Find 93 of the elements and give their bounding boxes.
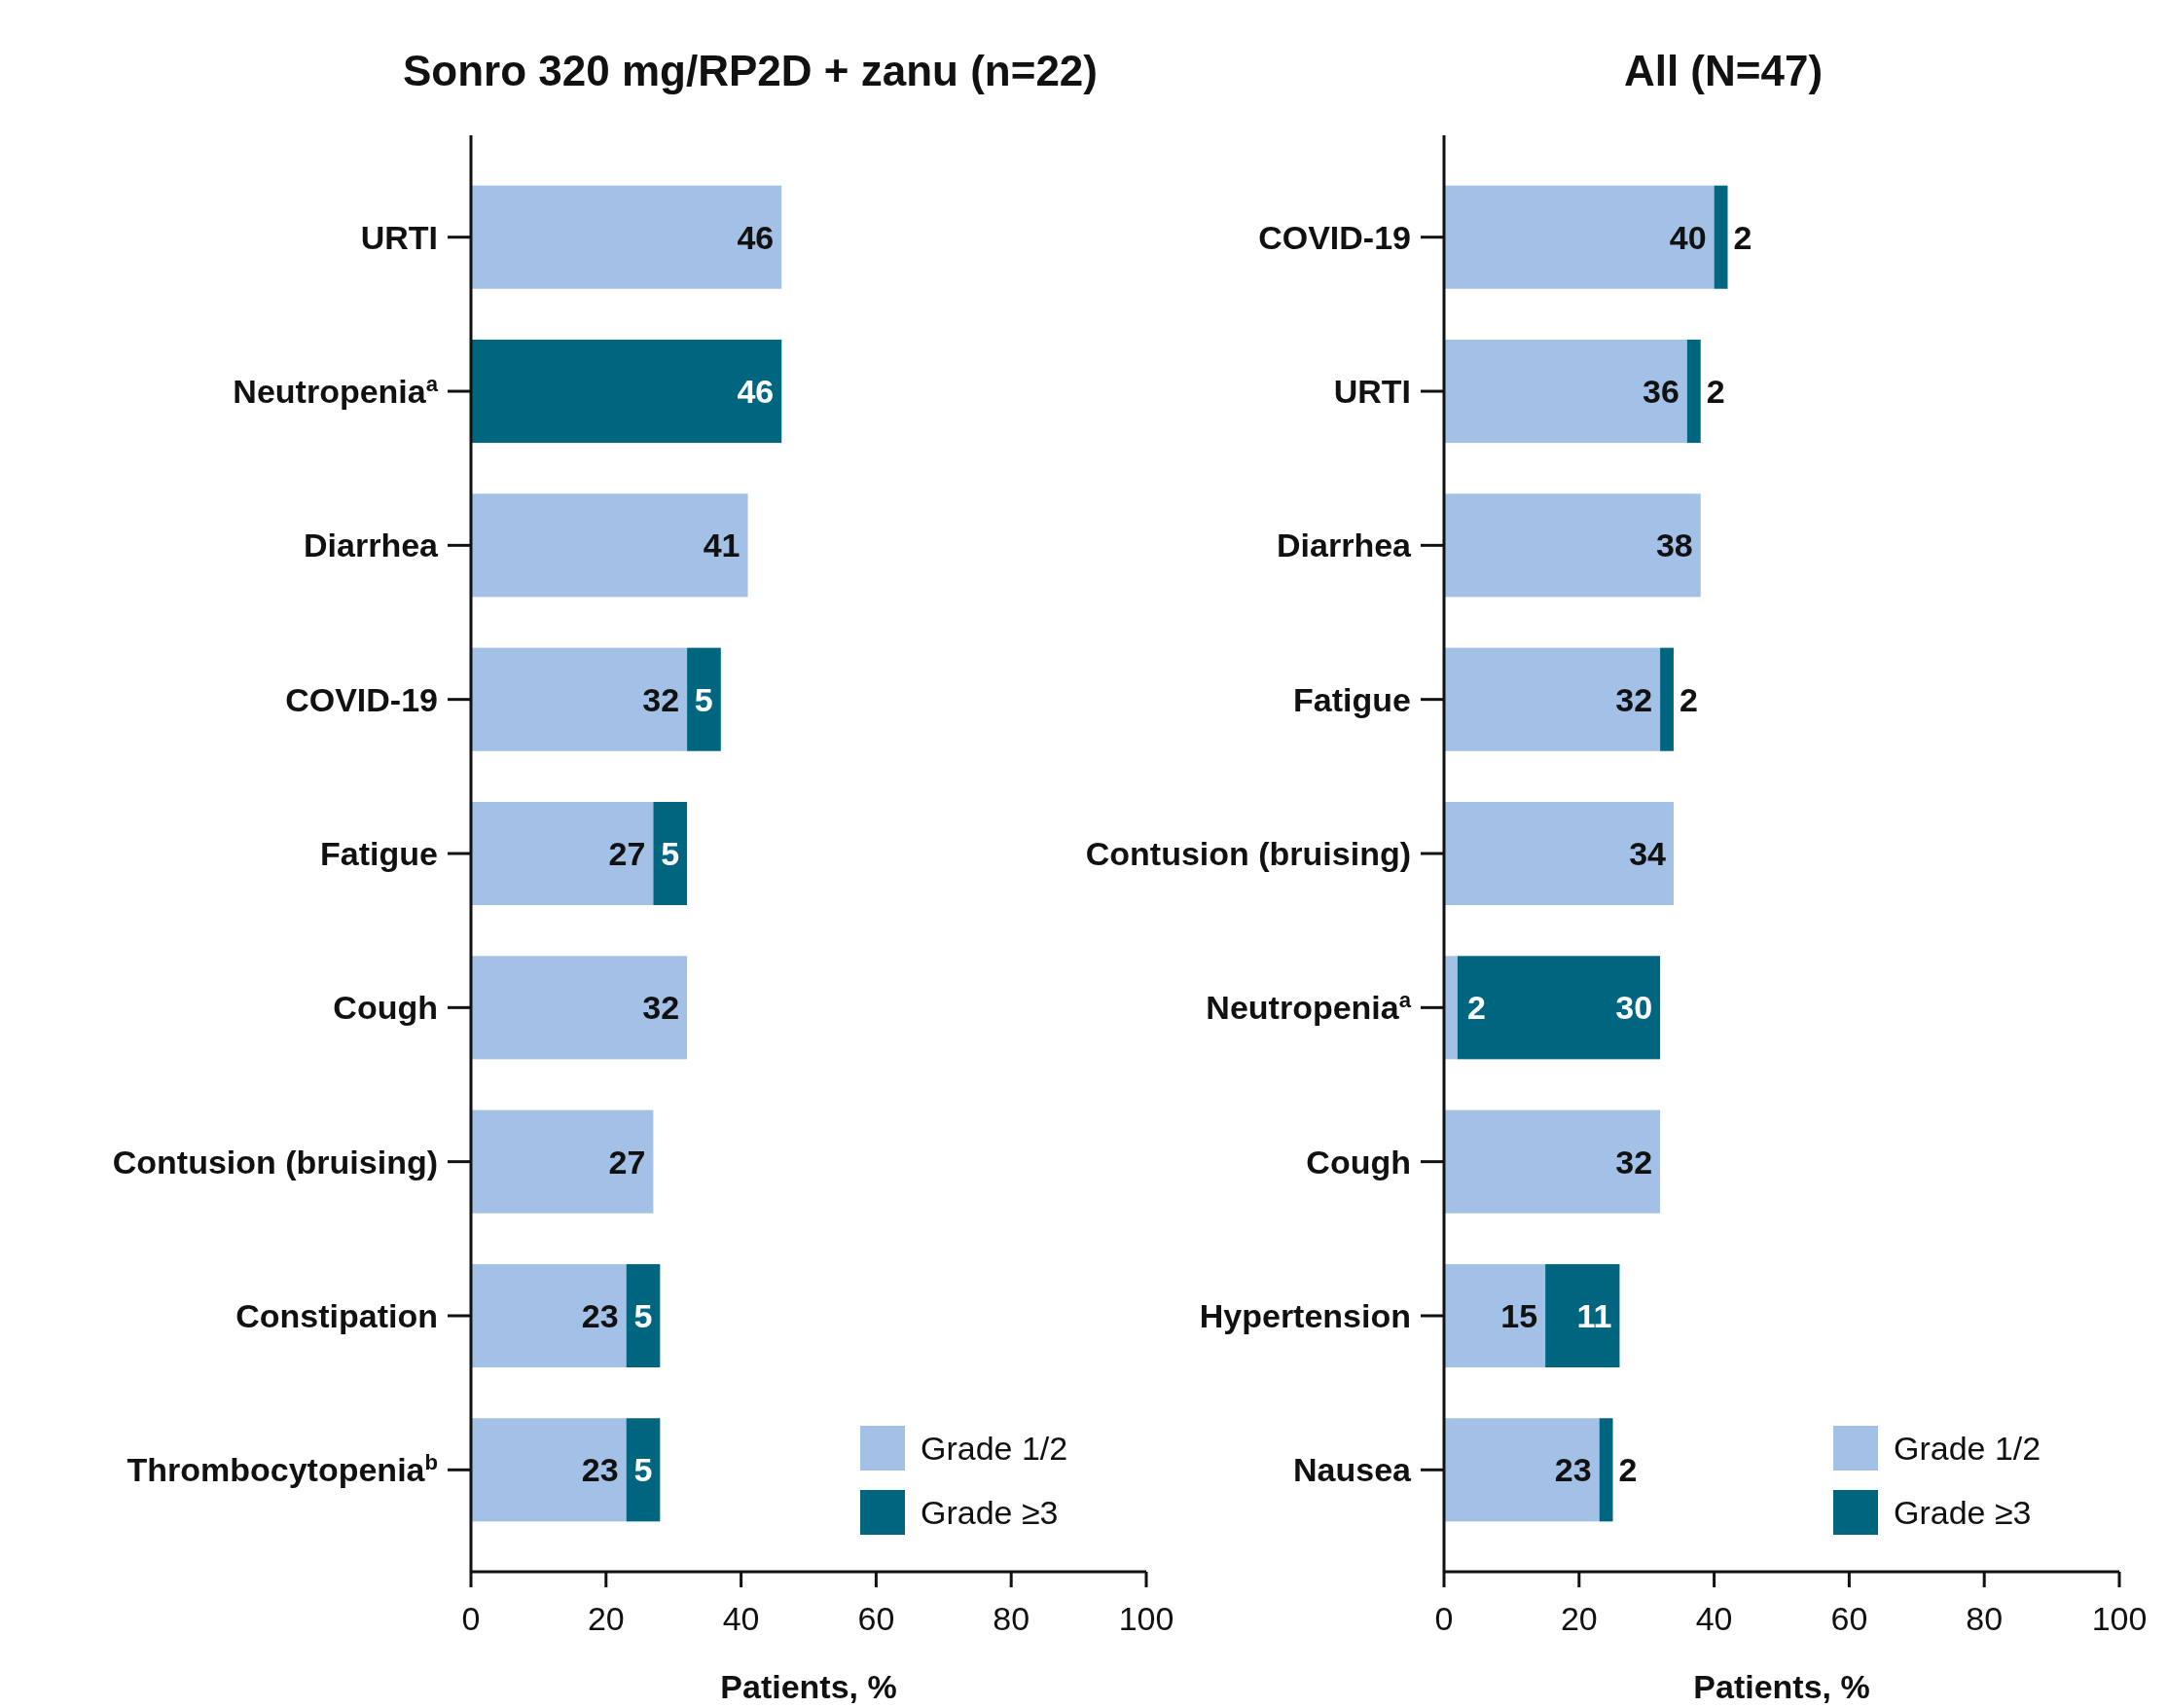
data-label: 11 bbox=[1576, 1296, 1612, 1334]
x-tick-label: 20 bbox=[587, 1600, 625, 1637]
bar bbox=[1444, 339, 1687, 444]
y-tick-label: COVID-19 bbox=[285, 680, 438, 718]
y-tick-label: Cough bbox=[1306, 1143, 1411, 1181]
bar bbox=[1457, 956, 1661, 1060]
bar bbox=[626, 1263, 661, 1368]
bar bbox=[1444, 1263, 1546, 1368]
x-tick-label: 100 bbox=[2091, 1600, 2148, 1637]
data-label: 27 bbox=[608, 834, 646, 872]
y-tick-label: Hypertension bbox=[1199, 1296, 1411, 1334]
data-label: 36 bbox=[1643, 372, 1679, 410]
x-tick-label: 0 bbox=[461, 1600, 481, 1637]
data-label: 5 bbox=[633, 1451, 653, 1489]
y-tick-label: URTI bbox=[360, 218, 438, 256]
data-label: 32 bbox=[642, 989, 680, 1027]
bar bbox=[471, 185, 782, 289]
y-tick-label: Diarrhea bbox=[304, 527, 440, 564]
bar bbox=[1599, 1418, 1613, 1522]
bar bbox=[471, 1263, 627, 1368]
data-label: 32 bbox=[642, 680, 680, 718]
data-label: 32 bbox=[1615, 1143, 1653, 1181]
data-label: 2 bbox=[1679, 680, 1698, 718]
bar bbox=[471, 647, 688, 751]
data-label: 2 bbox=[1466, 989, 1486, 1027]
x-tick-label: 80 bbox=[1966, 1600, 2004, 1637]
data-label: 5 bbox=[633, 1296, 653, 1334]
data-label: 46 bbox=[737, 218, 775, 256]
data-label: 34 bbox=[1629, 834, 1667, 872]
y-tick-label: Contusion (bruising) bbox=[1085, 834, 1411, 872]
bar bbox=[471, 493, 748, 598]
y-tick-label: Contusion (bruising) bbox=[112, 1143, 438, 1181]
y-tick-label: Diarrhea bbox=[1277, 527, 1413, 564]
y-tick-label: Nausea bbox=[1293, 1451, 1413, 1489]
data-label: 30 bbox=[1615, 989, 1653, 1027]
y-tick-label: Fatigue bbox=[1293, 680, 1411, 718]
x-axis-title: Patients, % bbox=[720, 1668, 897, 1705]
data-label: 2 bbox=[1706, 372, 1725, 410]
y-tick-label: Cough bbox=[333, 989, 438, 1027]
data-label: 38 bbox=[1655, 527, 1693, 564]
bar bbox=[1545, 1263, 1620, 1368]
x-tick-label: 80 bbox=[993, 1600, 1030, 1637]
data-label: 41 bbox=[703, 527, 740, 564]
data-label: 27 bbox=[608, 1143, 646, 1181]
data-label: 5 bbox=[661, 834, 680, 872]
data-label: 2 bbox=[1733, 218, 1752, 256]
data-label: 32 bbox=[1615, 680, 1653, 718]
bar bbox=[687, 647, 721, 751]
x-axis-title: Patients, % bbox=[1693, 1668, 1870, 1705]
x-tick-label: 40 bbox=[722, 1600, 760, 1637]
bar bbox=[471, 1109, 654, 1214]
bar bbox=[1444, 647, 1661, 751]
bar bbox=[1444, 1109, 1661, 1214]
data-label: 23 bbox=[581, 1451, 619, 1489]
chart-title: Sonro 320 mg/RP2D + zanu (n=22) bbox=[403, 47, 1098, 94]
bar bbox=[626, 1418, 661, 1522]
bar bbox=[471, 339, 782, 444]
x-tick-label: 60 bbox=[1830, 1600, 1868, 1637]
bar bbox=[1444, 801, 1674, 906]
chart-title: All (N=47) bbox=[1623, 47, 1824, 94]
legend-label: Grade 1/2 bbox=[1894, 1429, 2041, 1467]
x-tick-label: 0 bbox=[1434, 1600, 1454, 1637]
y-tick-label: Thrombocytopenia$^{b}$ bbox=[126, 1449, 438, 1489]
x-tick-label: 20 bbox=[1560, 1600, 1598, 1637]
data-label: 15 bbox=[1500, 1296, 1538, 1334]
data-label: 46 bbox=[737, 372, 775, 410]
x-tick-label: 60 bbox=[857, 1600, 895, 1637]
y-tick-label: Constipation bbox=[235, 1296, 438, 1334]
bar bbox=[1714, 185, 1728, 289]
data-label: 40 bbox=[1669, 218, 1707, 256]
y-tick-label: Neutropenia$^{a}$ bbox=[1206, 987, 1412, 1027]
bar bbox=[1444, 1418, 1600, 1522]
y-tick-label: Fatigue bbox=[320, 834, 438, 872]
legend-label: Grade 1/2 bbox=[921, 1429, 1068, 1467]
x-tick-label: 100 bbox=[1118, 1600, 1174, 1637]
legend-label: Grade ≥3 bbox=[1894, 1493, 2032, 1531]
bar bbox=[471, 1418, 627, 1522]
data-label: 23 bbox=[581, 1296, 619, 1334]
bar bbox=[653, 801, 688, 906]
y-tick-label: URTI bbox=[1333, 372, 1411, 410]
data-label: 23 bbox=[1554, 1451, 1592, 1489]
bar bbox=[471, 801, 654, 906]
bar bbox=[1660, 647, 1674, 751]
data-label: 5 bbox=[694, 680, 713, 718]
bar bbox=[1444, 185, 1715, 289]
bar bbox=[471, 956, 688, 1060]
bar bbox=[1686, 339, 1701, 444]
y-tick-label: COVID-19 bbox=[1258, 218, 1411, 256]
x-tick-label: 40 bbox=[1695, 1600, 1733, 1637]
data-label: 2 bbox=[1618, 1451, 1638, 1489]
y-tick-label: Neutropenia$^{a}$ bbox=[233, 371, 439, 410]
bar bbox=[1444, 493, 1701, 598]
legend-label: Grade ≥3 bbox=[921, 1493, 1059, 1531]
